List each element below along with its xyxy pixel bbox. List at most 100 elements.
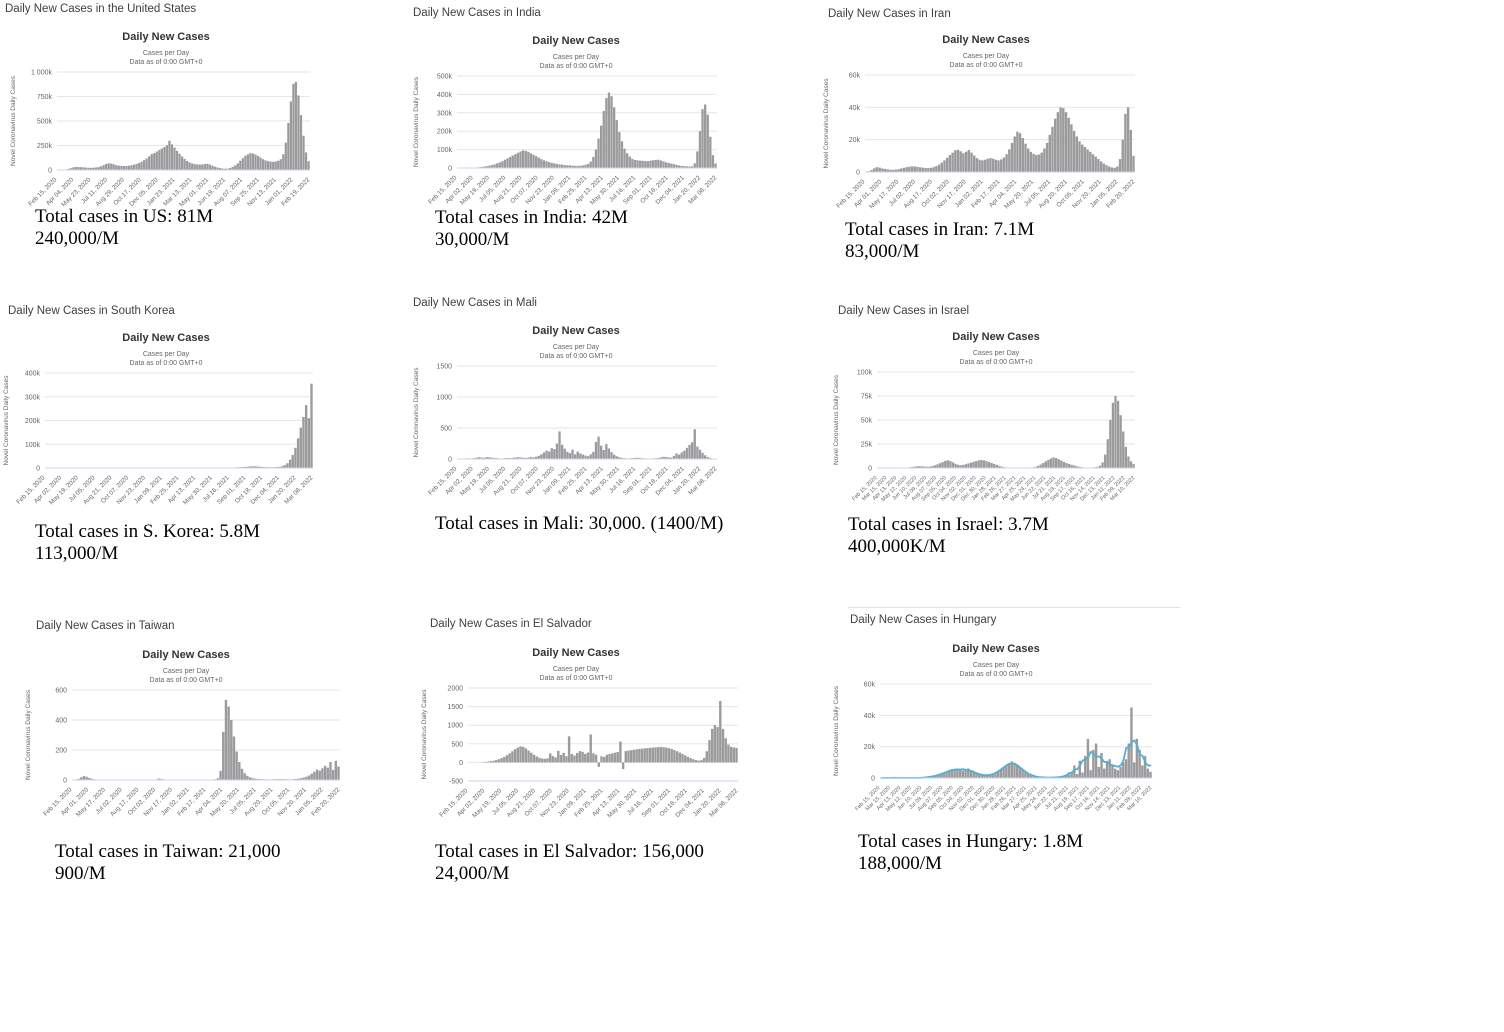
bar xyxy=(558,431,561,459)
bar xyxy=(973,155,976,172)
bar xyxy=(1000,159,1003,172)
bar xyxy=(940,162,943,172)
bar xyxy=(662,747,665,763)
bar xyxy=(1064,775,1068,778)
bar xyxy=(1113,768,1117,778)
bar xyxy=(120,165,123,170)
bar xyxy=(691,166,694,168)
bar xyxy=(603,757,606,763)
bar xyxy=(662,161,665,168)
bar xyxy=(318,770,321,780)
bar xyxy=(297,95,300,170)
bar xyxy=(920,466,924,468)
bar xyxy=(183,159,186,170)
bar xyxy=(875,167,879,172)
bar xyxy=(1135,738,1139,778)
bar xyxy=(227,706,230,780)
bar xyxy=(557,750,560,763)
bar xyxy=(1094,743,1098,778)
bar xyxy=(274,161,277,170)
bar xyxy=(486,761,490,763)
bar xyxy=(908,166,911,172)
bar xyxy=(667,748,671,763)
bar xyxy=(305,776,308,780)
y-tick-label: 0 xyxy=(48,168,52,175)
bar xyxy=(248,466,252,468)
bar xyxy=(688,166,691,168)
bar xyxy=(548,162,551,168)
bar xyxy=(975,158,979,172)
bar xyxy=(511,751,514,763)
bar xyxy=(511,155,514,168)
caption-line1: Total cases in Mali: 30,000. (1400/M) xyxy=(435,513,724,534)
bar xyxy=(307,418,311,469)
bar xyxy=(550,162,553,168)
chart-canvas: Daily New Cases Cases per Day Data as of 0… xyxy=(3,332,315,506)
bar xyxy=(640,748,644,763)
bar xyxy=(94,167,98,170)
caption-line1: Total cases in Taiwan: 21,000 xyxy=(55,841,281,862)
y-axis-title: Novel Coronavirus Daily Cases xyxy=(10,75,17,166)
bar xyxy=(310,773,313,780)
chart-canvas: Daily New Cases Cases per Day Data as of 0… xyxy=(413,325,719,497)
bar xyxy=(1039,464,1042,468)
bar xyxy=(600,756,603,763)
bar xyxy=(1035,155,1038,173)
chart-subtitle-2: Data as of 0:00 GMT+0 xyxy=(540,675,613,682)
bar xyxy=(962,153,965,172)
bar xyxy=(1111,765,1114,778)
bar xyxy=(949,461,952,468)
bar xyxy=(573,755,576,763)
bar xyxy=(600,125,603,168)
bar xyxy=(627,750,630,763)
bar xyxy=(698,131,702,168)
bar xyxy=(535,456,538,459)
bar xyxy=(529,457,533,459)
bar xyxy=(1101,462,1104,468)
bar xyxy=(711,155,715,168)
bar xyxy=(559,754,563,763)
chart-caption: Total cases in Iran: 7.1M 83,000/M xyxy=(845,219,1034,263)
caption-line2: 900/M xyxy=(55,863,106,884)
chart-title: Daily New Cases xyxy=(942,34,1029,46)
bar xyxy=(594,441,598,459)
bar xyxy=(568,453,572,459)
bar xyxy=(915,466,918,468)
y-tick-label: 0 xyxy=(448,457,452,464)
bar xyxy=(613,752,617,763)
bar xyxy=(105,163,108,170)
bar xyxy=(633,457,637,459)
bar xyxy=(1010,142,1014,172)
bar xyxy=(704,104,707,168)
y-tick-label: 1000 xyxy=(436,395,452,402)
chart-canvas: Daily New Cases Cases per Day Data as of 0… xyxy=(421,647,740,819)
chart-title: Daily New Cases xyxy=(122,332,209,344)
bar xyxy=(550,448,553,459)
bar xyxy=(675,164,678,168)
bar xyxy=(945,771,948,778)
bar xyxy=(514,457,517,459)
bar xyxy=(485,166,488,168)
bar xyxy=(696,446,699,459)
bar xyxy=(1132,762,1136,778)
bar xyxy=(938,463,942,468)
bar xyxy=(916,166,919,172)
bar xyxy=(535,156,538,168)
bar xyxy=(158,149,161,170)
bar xyxy=(943,160,946,172)
bar xyxy=(646,748,649,763)
bar xyxy=(196,164,199,170)
chart-canvas: Daily New Cases Cases per Day Data as of 0… xyxy=(25,649,342,818)
bar xyxy=(496,163,499,168)
bar xyxy=(948,770,951,778)
bar xyxy=(685,166,689,168)
caption-line1: Total cases in S. Korea: 5.8M xyxy=(35,521,261,542)
bar xyxy=(623,148,626,168)
bar xyxy=(145,158,148,170)
bar xyxy=(600,445,603,459)
chart-title: Daily New Cases xyxy=(122,31,209,43)
bar xyxy=(948,155,952,173)
bar xyxy=(714,163,717,168)
bar xyxy=(670,749,673,763)
bar xyxy=(683,450,686,459)
